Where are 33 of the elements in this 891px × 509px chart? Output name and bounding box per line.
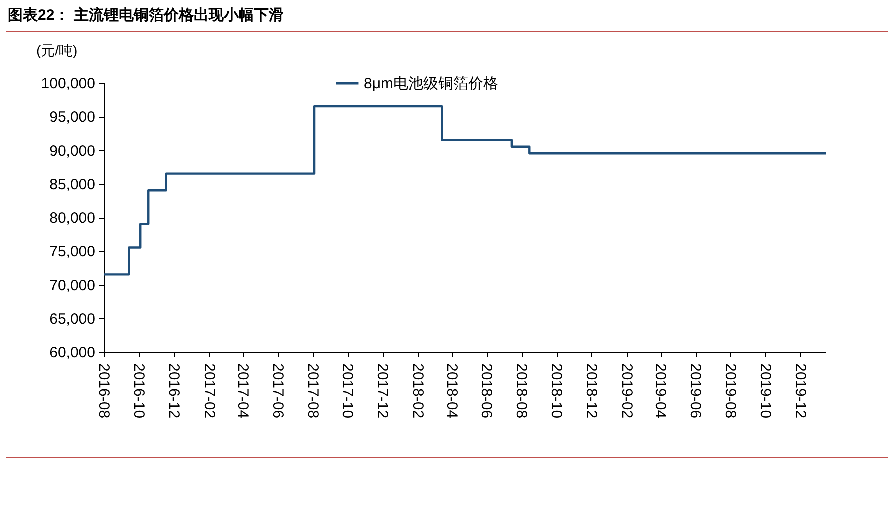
- y-tick-label: 85,000: [50, 176, 96, 194]
- x-tick-label: 2016-10: [130, 364, 148, 419]
- x-tick-label: 2019-06: [687, 364, 704, 419]
- y-tick-label: 80,000: [50, 210, 96, 227]
- y-axis-title: (元/吨): [36, 42, 78, 58]
- legend-label: 8μm电池级铜箔价格: [364, 76, 499, 92]
- x-tick-label: 2017-12: [374, 364, 392, 419]
- chart-title: 图表22： 主流锂电铜箔价格出现小幅下滑: [8, 6, 284, 25]
- y-tick-label: 70,000: [50, 277, 96, 294]
- y-tick-label: 95,000: [50, 109, 96, 126]
- x-tick-label: 2019-08: [722, 364, 739, 419]
- x-tick-label: 2018-06: [478, 364, 496, 419]
- x-tick-label: 2018-04: [443, 364, 460, 419]
- x-tick-label: 2018-08: [513, 364, 530, 419]
- x-tick-label: 2018-02: [410, 364, 427, 419]
- x-tick-label: 2017-08: [304, 364, 322, 419]
- y-tick-label: 65,000: [50, 310, 96, 328]
- x-tick-label: 2019-10: [756, 364, 774, 419]
- y-tick-label: 60,000: [50, 344, 96, 362]
- x-tick-label: 2019-04: [652, 364, 670, 419]
- x-tick-label: 2019-02: [618, 364, 636, 419]
- x-tick-label: 2017-02: [200, 364, 218, 419]
- x-tick-label: 2018-12: [582, 364, 600, 419]
- x-tick-label: 2017-10: [339, 364, 356, 419]
- x-tick-label: 2016-12: [165, 364, 182, 419]
- x-tick-label: 2017-04: [234, 364, 252, 419]
- x-tick-label: 2017-06: [269, 364, 286, 419]
- x-tick-label: 2018-10: [548, 364, 566, 419]
- y-tick-label: 100,000: [41, 76, 96, 92]
- y-tick-label: 90,000: [50, 142, 96, 160]
- x-tick-label: 2016-08: [96, 364, 112, 419]
- y-tick-label: 75,000: [50, 244, 96, 261]
- x-tick-label: 2019-12: [792, 364, 809, 419]
